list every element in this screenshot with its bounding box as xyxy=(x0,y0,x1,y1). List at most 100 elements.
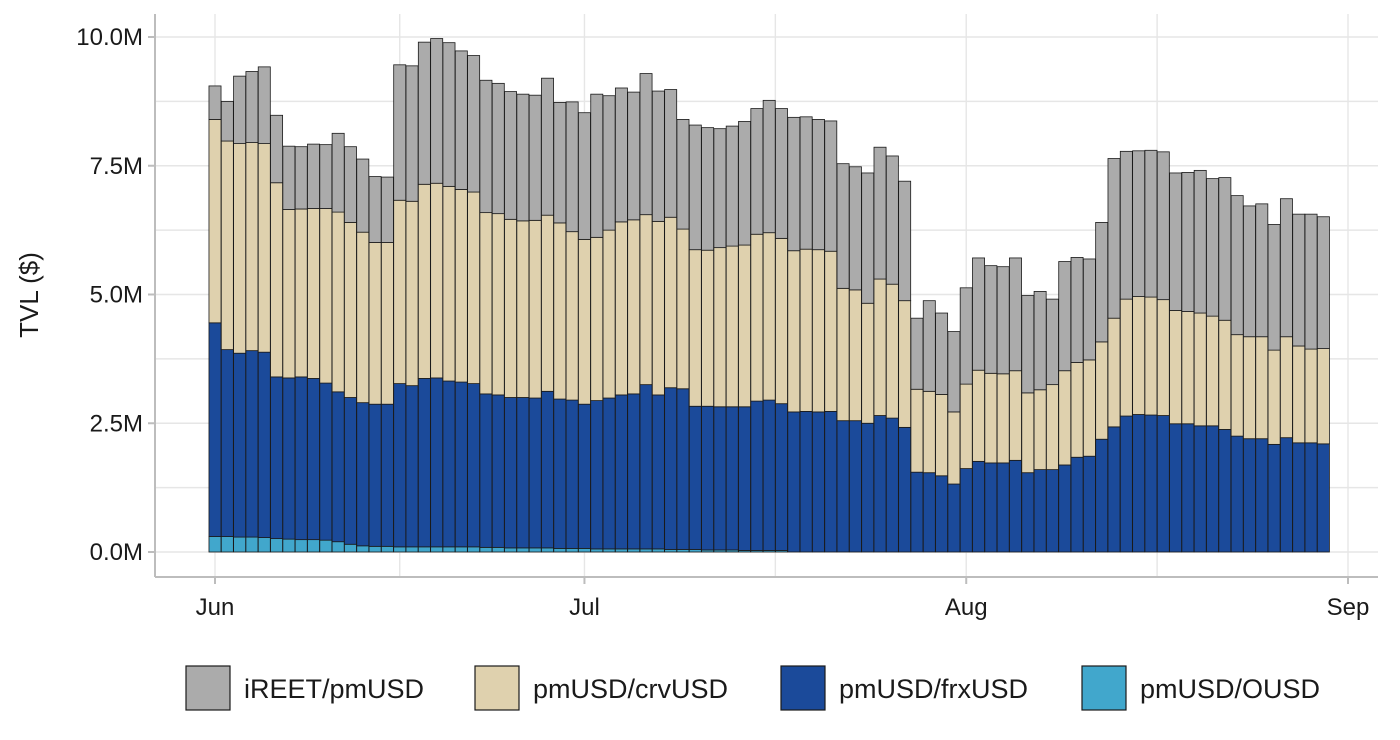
bar-segment-ireet-pmusd xyxy=(1156,151,1170,301)
bar-segment-pmusd-frxusd xyxy=(885,417,899,553)
bar-segment-pmusd-ousd xyxy=(344,543,357,553)
bar-segment-pmusd-crvusd xyxy=(651,220,665,396)
y-tick-label: 5.0M xyxy=(90,282,143,309)
bar-segment-pmusd-crvusd xyxy=(1193,312,1207,427)
bar-segment-ireet-pmusd xyxy=(454,50,468,190)
bar-segment-pmusd-ousd xyxy=(639,548,653,553)
bar-segment-pmusd-frxusd xyxy=(1292,442,1306,553)
bar-segment-ireet-pmusd xyxy=(393,64,407,201)
bar-segment-pmusd-frxusd xyxy=(491,394,505,548)
bar-segment-ireet-pmusd xyxy=(565,101,579,233)
bar-segment-pmusd-frxusd xyxy=(935,475,949,553)
y-axis-title: TVL ($) xyxy=(14,252,44,338)
bar-segment-pmusd-crvusd xyxy=(824,250,838,412)
bar-segment-ireet-pmusd xyxy=(750,108,764,235)
bar-segment-pmusd-frxusd xyxy=(504,397,517,549)
bar-segment-ireet-pmusd xyxy=(1243,205,1256,338)
bar-segment-pmusd-frxusd xyxy=(775,403,788,551)
bar-segment-ireet-pmusd xyxy=(996,266,1010,375)
bar-segment-pmusd-crvusd xyxy=(1169,310,1183,425)
bar-segment-pmusd-frxusd xyxy=(1316,443,1330,553)
bar-segment-pmusd-crvusd xyxy=(750,233,764,402)
bar-segment-pmusd-frxusd xyxy=(479,393,493,548)
bar-segment-ireet-pmusd xyxy=(614,87,628,223)
bar-segment-pmusd-crvusd xyxy=(910,388,924,473)
bar-segment-pmusd-crvusd xyxy=(504,218,517,398)
bar-segment-pmusd-crvusd xyxy=(762,232,776,401)
legend-item-pmusd-ousd: pmUSD/OUSD xyxy=(1081,665,1320,711)
bar-segment-pmusd-crvusd xyxy=(713,247,727,408)
bar-segment-pmusd-crvusd xyxy=(1107,317,1121,428)
bar-segment-pmusd-ousd xyxy=(541,547,554,553)
bar-segment-pmusd-crvusd xyxy=(725,245,739,408)
bar-segment-ireet-pmusd xyxy=(294,146,308,210)
bar-segment-pmusd-ousd xyxy=(405,546,419,553)
bar-segment-pmusd-ousd xyxy=(368,545,382,553)
bar-segment-pmusd-crvusd xyxy=(873,278,887,416)
bar-segment-pmusd-frxusd xyxy=(848,420,862,553)
bar-segment-ireet-pmusd xyxy=(1267,224,1281,351)
bar-segment-ireet-pmusd xyxy=(491,82,505,215)
legend-item-pmusd-crvusd: pmUSD/crvUSD xyxy=(474,665,728,711)
bar-segment-pmusd-ousd xyxy=(417,546,431,553)
bar-segment-pmusd-frxusd xyxy=(787,411,801,553)
bar-segment-pmusd-frxusd xyxy=(380,403,394,547)
bar-segment-pmusd-frxusd xyxy=(257,351,271,538)
bar-segment-pmusd-crvusd xyxy=(1021,392,1035,474)
bar-segment-ireet-pmusd xyxy=(208,85,222,120)
bar-segment-pmusd-crvusd xyxy=(1009,370,1022,461)
bar-segment-pmusd-frxusd xyxy=(578,403,591,549)
bar-segment-pmusd-frxusd xyxy=(245,350,259,538)
bar-segment-pmusd-crvusd xyxy=(1082,359,1096,457)
bar-segment-ireet-pmusd xyxy=(984,265,998,374)
bar-segment-pmusd-ousd xyxy=(430,546,444,553)
bar-segment-pmusd-frxusd xyxy=(208,322,222,537)
bar-segment-ireet-pmusd xyxy=(799,116,813,250)
bar-segment-pmusd-crvusd xyxy=(1119,298,1133,417)
bar-segment-ireet-pmusd xyxy=(528,94,542,221)
bar-segment-pmusd-frxusd xyxy=(590,400,604,550)
bar-segment-pmusd-frxusd xyxy=(1304,442,1318,553)
x-tick-label: Jul xyxy=(569,594,600,621)
bar-segment-ireet-pmusd xyxy=(1304,213,1318,350)
bar-segment-pmusd-ousd xyxy=(442,546,456,553)
bar-segment-ireet-pmusd xyxy=(553,102,567,224)
bar-segment-ireet-pmusd xyxy=(738,121,751,246)
bar-segment-ireet-pmusd xyxy=(959,287,973,385)
bar-segment-pmusd-crvusd xyxy=(922,390,936,474)
legend-label: pmUSD/crvUSD xyxy=(533,674,728,704)
bar-segment-pmusd-crvusd xyxy=(688,249,702,407)
bar-segment-ireet-pmusd xyxy=(1255,203,1269,338)
bar-segment-pmusd-crvusd xyxy=(257,143,271,353)
bar-segment-ireet-pmusd xyxy=(836,163,850,289)
bar-segment-pmusd-frxusd xyxy=(1046,469,1059,553)
bar-segment-pmusd-crvusd xyxy=(356,231,370,404)
bar-segment-pmusd-frxusd xyxy=(1033,469,1047,553)
bar-segment-pmusd-crvusd xyxy=(701,249,715,407)
bar-segment-pmusd-crvusd xyxy=(885,283,899,419)
bar-segment-ireet-pmusd xyxy=(442,42,456,187)
bar-segment-pmusd-frxusd xyxy=(627,393,641,550)
bar-segment-pmusd-frxusd xyxy=(270,376,284,540)
bar-segment-ireet-pmusd xyxy=(1046,298,1059,386)
bar-segment-pmusd-frxusd xyxy=(1206,425,1219,553)
bar-segment-ireet-pmusd xyxy=(787,116,801,252)
bar-segment-pmusd-frxusd xyxy=(1058,464,1072,553)
x-tick-label: Jun xyxy=(196,594,235,621)
bar-segment-pmusd-ousd xyxy=(319,539,333,553)
bar-segment-pmusd-crvusd xyxy=(1095,341,1109,440)
bar-segment-pmusd-ousd xyxy=(282,538,296,553)
bar-segment-ireet-pmusd xyxy=(910,317,924,390)
x-tick-label: Sep xyxy=(1327,594,1370,621)
bar-segment-pmusd-frxusd xyxy=(356,402,370,547)
bar-segment-pmusd-crvusd xyxy=(775,237,788,405)
bar-segment-pmusd-ousd xyxy=(578,547,591,553)
bar-segment-pmusd-crvusd xyxy=(848,289,862,422)
bar-segment-ireet-pmusd xyxy=(898,180,912,302)
bar-segment-pmusd-frxusd xyxy=(467,383,481,548)
bar-segment-ireet-pmusd xyxy=(775,108,788,239)
bar-segment-ireet-pmusd xyxy=(479,79,493,214)
bar-segment-pmusd-ousd xyxy=(553,547,567,553)
bar-segment-pmusd-crvusd xyxy=(442,185,456,382)
